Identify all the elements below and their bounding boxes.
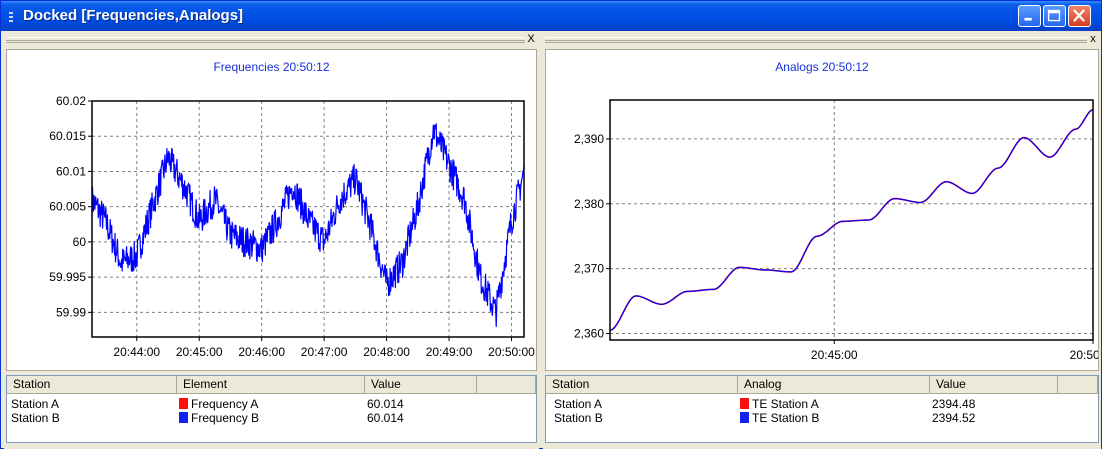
y-tick-label: 2,370	[574, 262, 604, 276]
y-tick-label: 2,360	[574, 327, 604, 341]
y-tick-label: 60.005	[49, 200, 86, 214]
row-b-element-label: Frequency B	[191, 411, 260, 425]
y-tick-label: 59.99	[56, 305, 86, 319]
x-tick-label: 20:48:00	[363, 345, 410, 359]
column-header-value[interactable]: Value	[365, 376, 477, 394]
series-line-te-station-b	[609, 109, 1094, 331]
frequencies-table[interactable]: Station Element Value Station A Frequenc…	[6, 375, 537, 443]
analogs-pane: x Analogs 20:50:12 2,360 2,370 2,380 2,390 2…	[543, 31, 1101, 449]
close-button[interactable]	[1068, 5, 1091, 27]
column-header-station[interactable]: Station	[546, 376, 738, 394]
minimize-button[interactable]	[1018, 5, 1041, 27]
x-tick-label: 20:49:00	[426, 345, 473, 359]
x-tick-label: 20:50:00	[1070, 348, 1098, 362]
row-b-analog-label: TE Station B	[752, 411, 820, 425]
series-a-swatch	[179, 398, 188, 409]
analogs-plot: 2,360 2,370 2,380 2,390 20:45:00 20:50:00	[574, 99, 1098, 362]
pane-close-button[interactable]: X	[527, 33, 535, 45]
y-tick-label: 59.995	[49, 270, 86, 284]
row-a-element: Frequency A	[179, 398, 258, 411]
y-tick-label: 2,390	[574, 132, 604, 146]
column-header-filler	[1058, 376, 1098, 394]
row-b-value: 2394.52	[932, 411, 976, 425]
y-tick-label: 60	[73, 235, 87, 249]
series-line-frequency	[91, 123, 525, 328]
column-header-filler	[477, 376, 536, 394]
grip-icon	[9, 12, 13, 22]
y-tick-label: 60.01	[56, 164, 86, 178]
minimize-icon	[1024, 17, 1032, 21]
pane-close-button[interactable]: x	[1090, 33, 1096, 45]
row-a-station: Station A	[11, 397, 60, 411]
frequencies-plot: 59.99 59.995 60 60.005 60.01 60.015 60.02 20:44…	[49, 94, 535, 359]
chart-title: Frequencies 20:50:12	[213, 60, 330, 74]
column-header-analog[interactable]: Analog	[738, 376, 930, 394]
frequencies-chart: Frequencies 20:50:12 59.99 59.995 60 60.005…	[6, 49, 537, 371]
pane-grip	[545, 37, 1087, 43]
row-a-value: 60.014	[367, 397, 404, 411]
row-a-element-label: Frequency A	[191, 397, 259, 411]
close-icon	[1073, 9, 1085, 22]
row-a-value: 2394.48	[932, 397, 976, 411]
column-header-element[interactable]: Element	[177, 376, 365, 394]
x-tick-label: 20:44:00	[113, 345, 160, 359]
series-b-swatch	[179, 412, 188, 423]
row-b-analog: TE Station B	[740, 412, 819, 425]
y-tick-label: 60.015	[49, 129, 86, 143]
window-title: Docked [Frequencies,Analogs]	[23, 7, 244, 24]
row-b-station: Station B	[554, 411, 603, 425]
row-b-value: 60.014	[367, 411, 404, 425]
analogs-chart: Analogs 20:50:12 2,360 2,370 2,380 2,390 20:…	[545, 49, 1099, 371]
y-tick-label: 60.02	[56, 94, 86, 108]
series-b-swatch	[740, 412, 749, 423]
row-b-element: Frequency B	[179, 412, 259, 425]
plot-frame	[609, 99, 1094, 341]
chart-title: Analogs 20:50:12	[775, 60, 869, 74]
x-tick-label: 20:47:00	[301, 345, 348, 359]
column-header-station[interactable]: Station	[7, 376, 177, 394]
plot-background	[610, 100, 1093, 340]
maximize-button[interactable]	[1043, 5, 1066, 27]
maximize-icon	[1047, 9, 1061, 22]
row-b-station: Station B	[11, 411, 60, 425]
row-a-analog-label: TE Station A	[752, 397, 819, 411]
x-tick-label: 20:45:00	[176, 345, 223, 359]
series-a-swatch	[740, 398, 749, 409]
row-a-station: Station A	[554, 397, 603, 411]
plot-frame	[91, 100, 525, 338]
x-tick-label: 20:45:00	[811, 348, 858, 362]
y-tick-label: 2,380	[574, 197, 604, 211]
x-tick-label: 20:46:00	[238, 345, 285, 359]
pane-grip	[6, 37, 525, 43]
frequencies-pane: X Frequencies 20:50:12 59.99 59.995 60 60.0…	[4, 31, 539, 449]
title-bar[interactable]: Docked [Frequencies,Analogs]	[1, 1, 1101, 31]
row-a-analog: TE Station A	[740, 398, 819, 411]
x-tick-label: 20:50:00	[488, 345, 535, 359]
pane-header[interactable]: X	[4, 31, 539, 49]
pane-header[interactable]: x	[543, 31, 1101, 49]
column-header-value[interactable]: Value	[930, 376, 1058, 394]
analogs-table[interactable]: Station Analog Value Station A TE Statio…	[545, 375, 1099, 443]
